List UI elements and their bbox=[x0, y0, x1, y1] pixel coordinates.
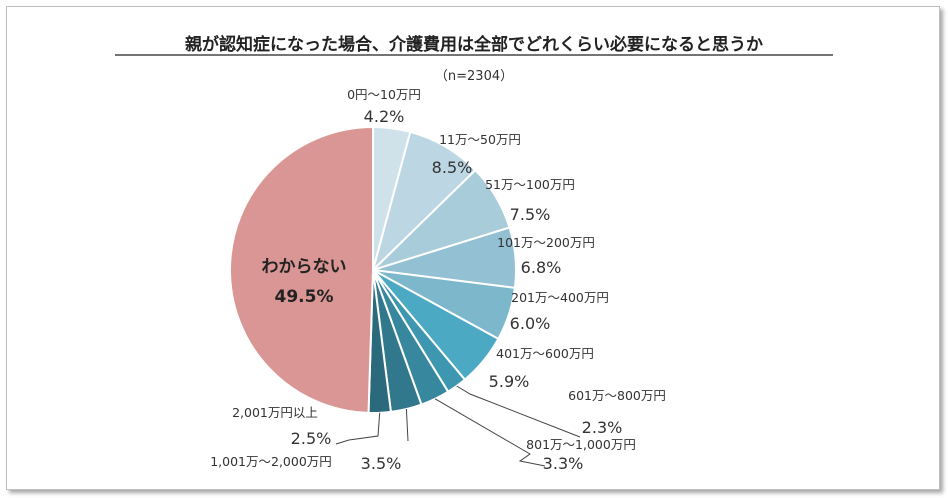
slice-value-label: 7.5% bbox=[510, 205, 551, 224]
slice-value-label: 5.9% bbox=[489, 372, 530, 391]
slice-value-label: 3.5% bbox=[361, 454, 402, 473]
slice-category-label: 801万～1,000万円 bbox=[526, 437, 636, 452]
chart-title: 親が認知症になった場合、介護費用は全部でどれくらい必要になると思うか bbox=[185, 34, 763, 55]
leader-line bbox=[405, 408, 409, 442]
leader-line bbox=[335, 412, 381, 445]
slice-category-label: 101万～200万円 bbox=[497, 235, 595, 250]
slice-category-label: 1,001万～2,000万円 bbox=[210, 454, 332, 469]
slice-labels: 0円～10万円 4.2% 11万～50万円 8.5% 51万～100万円 7.5% 101万… bbox=[210, 87, 666, 473]
slice-value-label: 8.5% bbox=[432, 158, 473, 177]
slice-category-label: 601万～800万円 bbox=[568, 388, 666, 403]
pie-slice bbox=[229, 125, 374, 414]
slice-value-label: 49.5% bbox=[275, 287, 334, 307]
leader-lines bbox=[335, 385, 581, 467]
leader-line bbox=[434, 398, 546, 467]
slice-value-label: 4.2% bbox=[364, 107, 405, 126]
slice-category-label: 401万～600万円 bbox=[496, 346, 594, 361]
chart-subtitle: （n=2304） bbox=[435, 69, 513, 84]
slice-category-label: 201万～400万円 bbox=[511, 290, 609, 305]
slice-category-label: 0円～10万円 bbox=[347, 87, 421, 102]
slice-category-label: 11万～50万円 bbox=[439, 132, 521, 147]
slice-category-label: 51万～100万円 bbox=[485, 177, 575, 192]
slice-category-label: 2,001万円以上 bbox=[232, 405, 318, 420]
slice-value-label: 2.5% bbox=[291, 429, 332, 448]
slice-value-label: 6.8% bbox=[521, 258, 562, 277]
leader-line bbox=[456, 385, 581, 438]
slice-value-label: 2.3% bbox=[582, 418, 623, 437]
slice-value-label: 3.3% bbox=[543, 454, 584, 473]
slice-value-label: 6.0% bbox=[510, 314, 551, 333]
pie-slices bbox=[229, 125, 517, 414]
slice-category-label: わからない bbox=[262, 257, 347, 277]
